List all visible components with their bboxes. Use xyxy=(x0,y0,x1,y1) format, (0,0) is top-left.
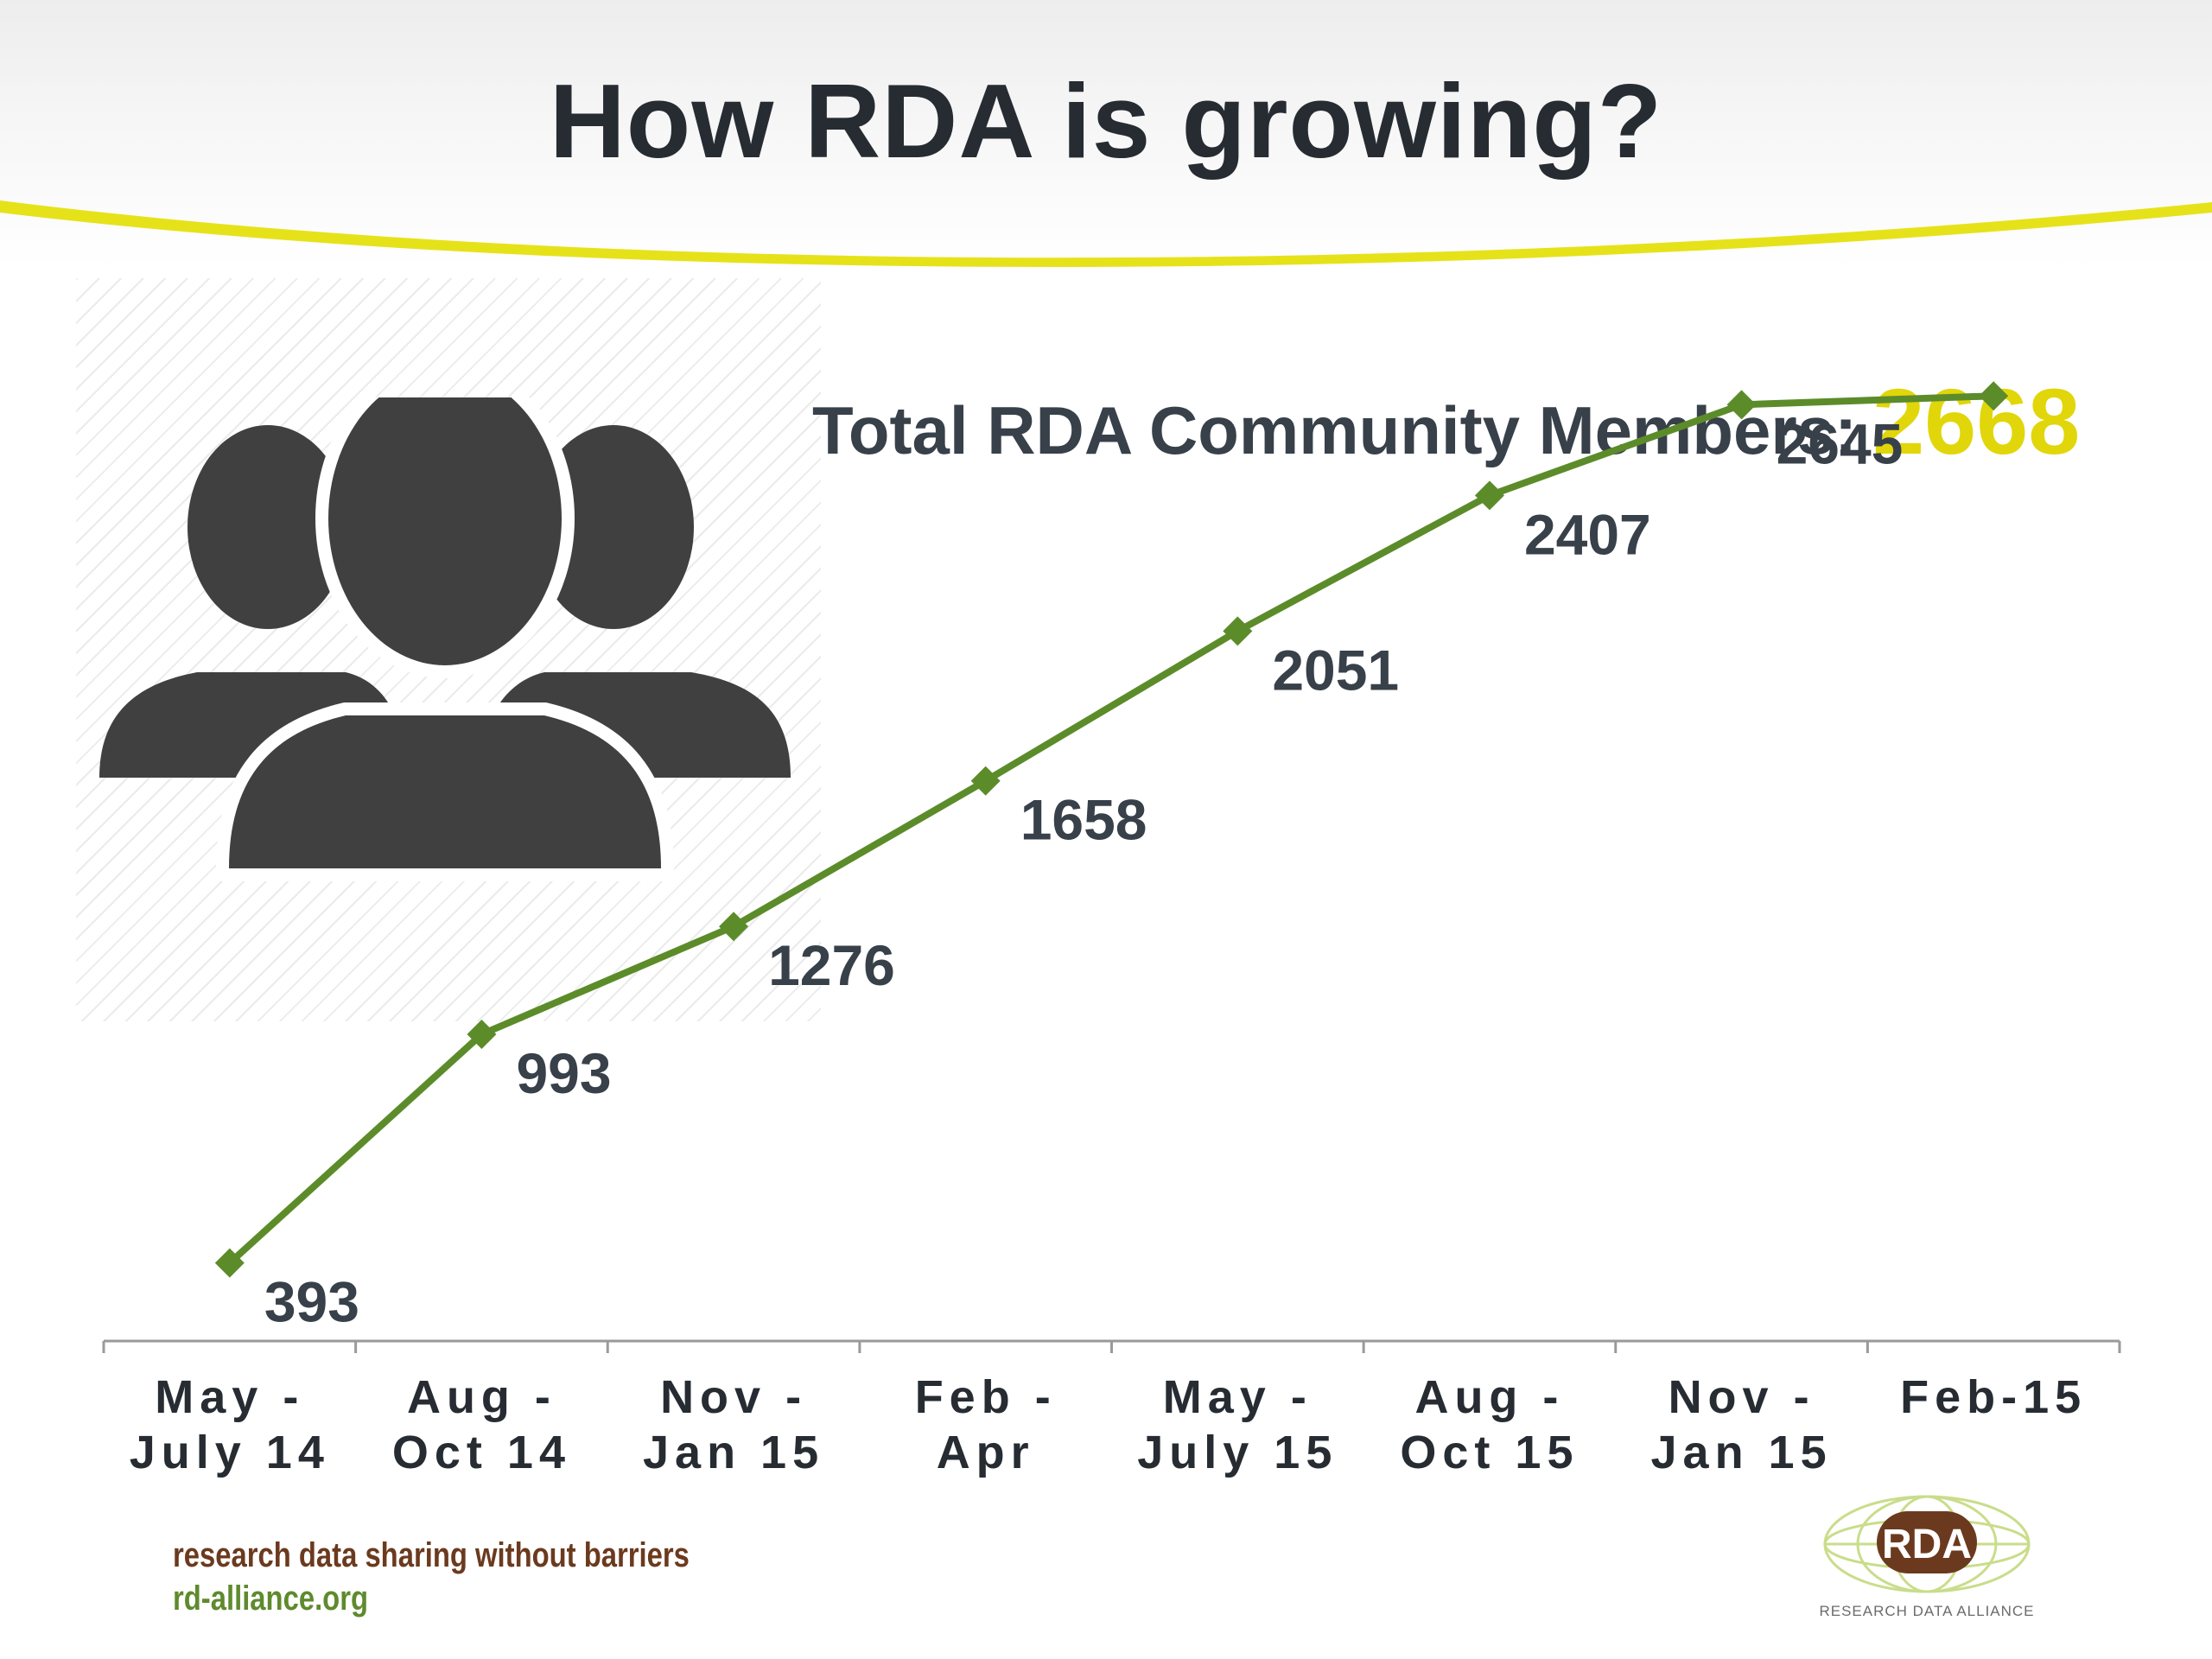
x-tick-label: Jan 15 xyxy=(643,1427,824,1478)
x-tick-label: Feb-15 xyxy=(1900,1371,2087,1423)
x-tick-label: Oct 14 xyxy=(392,1427,571,1478)
x-tick-label: Aug - xyxy=(407,1371,556,1423)
footer-tagline-text: research data sharing without barriers xyxy=(173,1536,690,1574)
data-label: 2407 xyxy=(1524,502,1651,566)
center-person-icon xyxy=(215,397,675,881)
x-tick-label: Jan 15 xyxy=(1651,1427,1833,1478)
total-members-label: Total RDA Community Members: xyxy=(812,392,1858,468)
data-label: 993 xyxy=(516,1041,611,1105)
header-stripe-band xyxy=(0,200,2212,267)
data-label: 393 xyxy=(264,1270,359,1334)
people-group-icon xyxy=(99,397,791,881)
x-tick-label: Oct 15 xyxy=(1400,1427,1579,1478)
x-tick-label: May - xyxy=(155,1371,304,1423)
total-members-line: Total RDA Community Members: 2668 xyxy=(812,367,2080,475)
footer-url-link[interactable]: rd-alliance.org xyxy=(173,1580,369,1618)
rda-logo: RDA RESEARCH DATA ALLIANCE xyxy=(1819,1495,2034,1619)
data-point-marker xyxy=(467,1020,497,1050)
x-tick-label: Nov - xyxy=(1669,1371,1815,1423)
data-point-marker xyxy=(1223,616,1253,646)
x-tick-label: Nov - xyxy=(660,1371,807,1423)
x-tick-label: July 14 xyxy=(130,1427,330,1478)
x-tick-label: Apr xyxy=(937,1427,1035,1478)
footer-tagline: research data sharing without barriers r… xyxy=(173,1534,690,1620)
slide-header: How RDA is growing? xyxy=(0,0,2212,268)
data-point-marker xyxy=(1726,390,1757,420)
data-label: 2645 xyxy=(1777,411,1904,475)
data-point-marker xyxy=(970,766,1001,796)
x-tick-label: Aug - xyxy=(1414,1371,1564,1423)
data-point-marker xyxy=(1474,480,1504,511)
header-stripe xyxy=(0,200,2212,267)
rda-logo-subtitle: RESEARCH DATA ALLIANCE xyxy=(1819,1603,2034,1619)
data-label: 1658 xyxy=(1020,788,1147,852)
total-members-value: 2668 xyxy=(1872,369,2081,474)
data-point-marker xyxy=(214,1248,245,1278)
rda-logo-text: RDA xyxy=(1882,1522,1972,1567)
x-tick-label: July 15 xyxy=(1137,1427,1338,1478)
data-point-marker xyxy=(1979,381,2009,411)
data-point-marker xyxy=(719,912,749,942)
data-label: 1276 xyxy=(768,933,895,997)
slide-title: How RDA is growing? xyxy=(549,62,1663,180)
x-tick-label: Feb - xyxy=(915,1371,1057,1423)
data-label: 2051 xyxy=(1272,638,1399,702)
x-tick-label: May - xyxy=(1163,1371,1313,1423)
series-line xyxy=(227,392,1994,1266)
